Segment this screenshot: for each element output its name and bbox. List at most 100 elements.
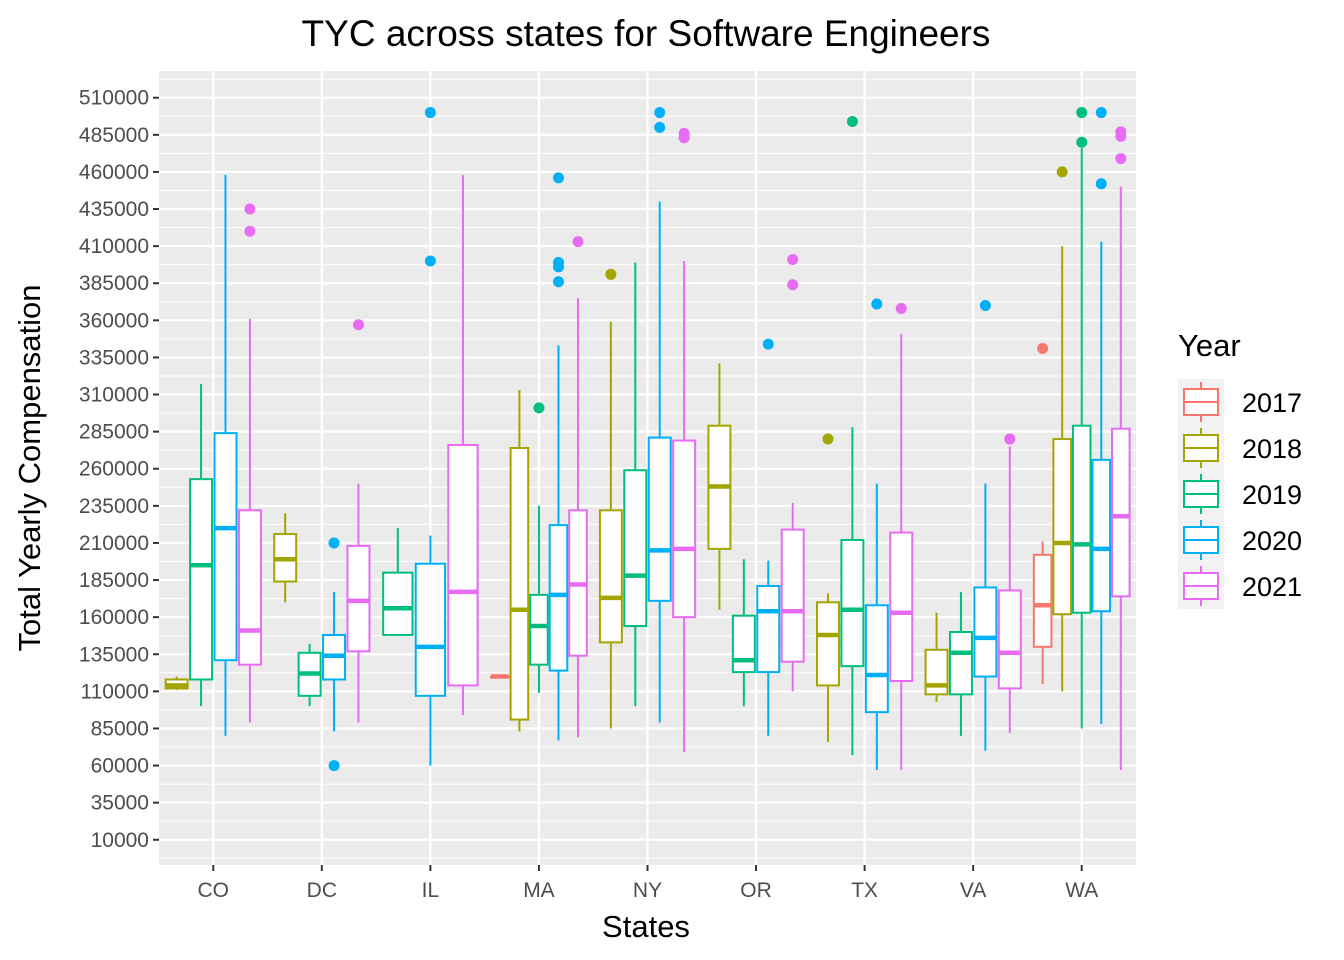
legend-label-2019: 2019 xyxy=(1242,480,1302,510)
outlier-point xyxy=(1076,136,1088,148)
box-iqr xyxy=(189,478,214,681)
outlier-point xyxy=(1004,433,1016,445)
y-axis: 10000 35000 60000 85000 110000 135000 160000 18… xyxy=(79,87,159,852)
box-MA-2021 xyxy=(568,236,588,738)
y-tick-label: 110000 xyxy=(80,680,149,703)
box-WA-2018 xyxy=(1052,166,1072,692)
outlier-point xyxy=(244,225,256,237)
box-iqr xyxy=(509,446,530,721)
box-iqr xyxy=(815,601,840,687)
x-tick-label: NY xyxy=(633,879,662,902)
outlier-point xyxy=(871,298,883,310)
box-DC-2018 xyxy=(273,513,298,603)
outlier-point xyxy=(352,319,364,331)
box-IL-2019 xyxy=(382,528,414,636)
box-NY-2020 xyxy=(647,107,672,723)
box-iqr xyxy=(1111,427,1131,598)
box-iqr xyxy=(414,562,447,697)
box-iqr xyxy=(780,528,805,663)
box-CO-2018 xyxy=(164,676,189,690)
x-axis-title: States xyxy=(602,909,690,944)
outlier-point xyxy=(1076,107,1088,119)
outlier-point xyxy=(1115,126,1127,138)
box-IL-2021 xyxy=(447,174,479,716)
box-iqr xyxy=(997,589,1022,690)
outlier-point xyxy=(787,253,799,265)
outlier-point xyxy=(552,256,564,268)
outlier-point xyxy=(678,127,690,139)
box-NY-2021 xyxy=(672,127,697,753)
box-NY-2018 xyxy=(598,268,623,729)
y-tick-label: 335000 xyxy=(79,346,149,369)
box-OR-2021 xyxy=(780,253,805,692)
box-OR-2019 xyxy=(731,559,756,707)
y-tick-label: 35000 xyxy=(91,792,149,815)
x-tick-label: TX xyxy=(851,879,878,902)
y-tick-label: 485000 xyxy=(79,124,149,147)
y-tick-label: 285000 xyxy=(79,421,149,444)
box-OR-2018 xyxy=(707,363,732,610)
legend-key-2021 xyxy=(1178,563,1224,609)
y-tick-label: 185000 xyxy=(79,569,149,592)
grid-lines xyxy=(159,71,1136,865)
outlier-point xyxy=(533,402,545,414)
y-tick-label: 460000 xyxy=(79,161,149,184)
y-tick-label: 160000 xyxy=(79,606,149,629)
box-iqr xyxy=(672,439,697,619)
outlier-point xyxy=(1056,166,1068,178)
box-DC-2021 xyxy=(346,319,371,723)
outlier-point xyxy=(1095,107,1107,119)
outlier-point xyxy=(654,107,666,119)
outlier-point xyxy=(846,115,858,127)
box-iqr xyxy=(864,604,889,714)
box-VA-2019 xyxy=(948,591,973,736)
y-tick-label: 310000 xyxy=(79,384,149,407)
y-tick-label: 85000 xyxy=(91,717,149,740)
x-tick-label: DC xyxy=(307,879,337,902)
box-iqr xyxy=(889,531,914,682)
box-iqr xyxy=(948,630,973,696)
y-tick-label: 385000 xyxy=(79,272,149,295)
box-iqr xyxy=(447,443,479,687)
outlier-point xyxy=(979,299,991,311)
box-VA-2018 xyxy=(924,612,949,702)
legend-title: Year xyxy=(1178,328,1241,363)
box-iqr xyxy=(237,509,262,666)
outlier-point xyxy=(1115,153,1127,165)
box-NY-2019 xyxy=(623,262,648,707)
box-OR-2020 xyxy=(756,338,781,736)
outlier-point xyxy=(895,302,907,314)
outlier-point xyxy=(552,172,564,184)
outlier-point xyxy=(605,268,617,280)
outlier-point xyxy=(424,255,436,267)
outlier-point xyxy=(328,537,340,549)
box-WA-2021 xyxy=(1111,126,1131,771)
outlier-point xyxy=(244,203,256,215)
box-iqr xyxy=(1091,458,1112,613)
outlier-point xyxy=(762,338,774,350)
y-tick-label: 60000 xyxy=(91,755,149,778)
outlier-point xyxy=(552,276,564,288)
legend-key-2019 xyxy=(1178,471,1224,517)
x-tick-label: CO xyxy=(198,879,230,902)
x-axis: CO DC IL MA NY OR TX VA WA xyxy=(198,865,1098,902)
box-MA-2018 xyxy=(509,390,530,732)
box-IL-2020 xyxy=(414,107,447,766)
x-tick-label: IL xyxy=(422,879,440,902)
chart-title: TYC across states for Software Engineers xyxy=(302,13,991,54)
box-iqr xyxy=(647,436,672,602)
outlier-point xyxy=(654,121,666,133)
boxes xyxy=(164,107,1131,772)
box-MA-2019 xyxy=(529,402,549,693)
outlier-point xyxy=(424,107,436,119)
legend-key-2017 xyxy=(1178,379,1224,425)
y-tick-label: 410000 xyxy=(79,235,149,258)
box-WA-2019 xyxy=(1071,107,1092,729)
box-iqr xyxy=(213,432,238,662)
y-tick-label: 435000 xyxy=(79,198,149,221)
box-CO-2020 xyxy=(213,174,238,736)
box-DC-2019 xyxy=(297,643,322,707)
box-MA-2017 xyxy=(490,674,510,679)
box-WA-2017 xyxy=(1032,343,1053,684)
